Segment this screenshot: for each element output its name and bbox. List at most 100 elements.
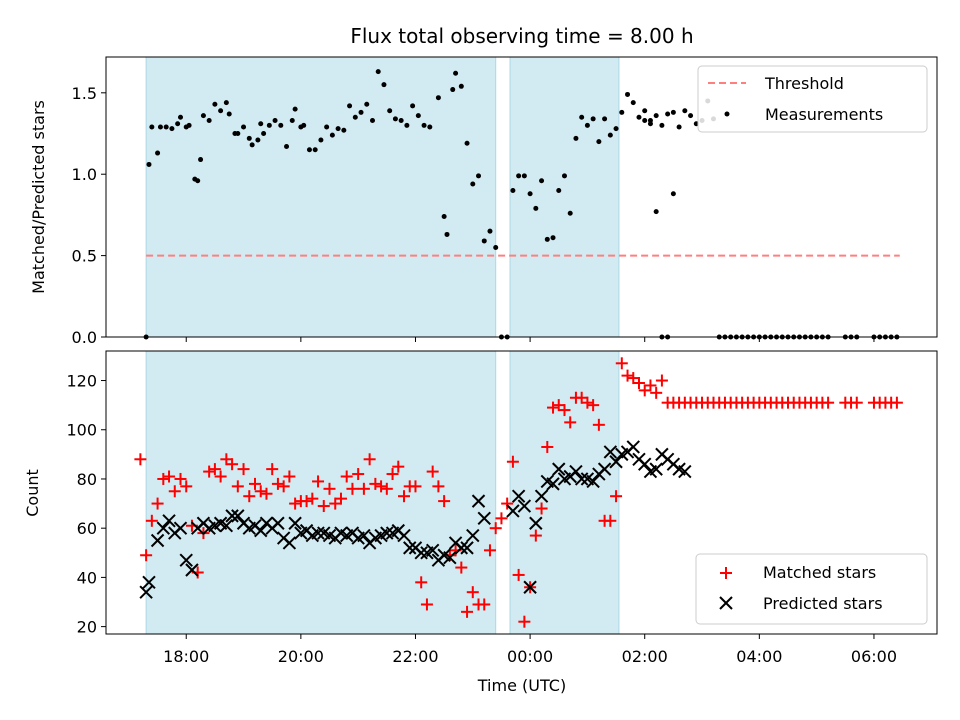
y-tick-label: 0.5	[72, 247, 97, 266]
measurement-point	[550, 235, 556, 241]
measurement-point	[329, 132, 335, 138]
predicted-star-point	[179, 553, 193, 567]
measurement-point	[284, 144, 290, 150]
matched-star-point	[375, 480, 388, 493]
count-legend: Matched stars Predicted stars	[695, 553, 928, 625]
predicted-star-point	[546, 477, 560, 491]
matched-star-point	[157, 472, 170, 485]
matched-star-point	[558, 404, 571, 417]
matched-star-point	[398, 490, 411, 503]
matched-star-point	[455, 561, 468, 574]
y-tick-label: 80	[77, 470, 97, 489]
measurement-point	[427, 124, 433, 130]
measurement-point	[453, 70, 459, 76]
matched-star-point	[283, 470, 296, 483]
matched-star-point	[357, 482, 370, 495]
matched-star-point	[145, 514, 158, 527]
measurements-legend-swatch	[724, 111, 730, 117]
predicted-star-point	[231, 509, 245, 523]
matched-star-point	[506, 455, 519, 468]
matched-star-point	[850, 396, 863, 409]
matched-star-point	[518, 615, 531, 628]
predicted-star-point	[150, 533, 165, 548]
predicted-star-point	[466, 528, 480, 543]
measurements-legend-label: Measurements	[765, 105, 883, 124]
chart-title: Flux total observing time = 8.00 h	[350, 24, 693, 48]
y-tick-label: 120	[66, 372, 97, 391]
measurement-point	[175, 121, 181, 127]
measurement-point	[561, 173, 567, 179]
matched-star-point	[386, 468, 399, 481]
measurement-point	[186, 122, 192, 128]
matched-star-point	[655, 374, 668, 387]
y-tick-label: 100	[66, 421, 97, 440]
matched-star-point	[438, 495, 451, 508]
measurement-point	[476, 173, 482, 179]
measurement-point	[266, 122, 272, 128]
measurement-point	[659, 122, 665, 128]
measurement-point	[149, 124, 155, 130]
matched-star-point	[592, 418, 605, 431]
matched-star-point	[323, 482, 336, 495]
measurement-point	[688, 113, 694, 119]
x-tick-label: 04:00	[736, 647, 782, 666]
predicted-star-point	[517, 499, 532, 513]
measurement-point	[625, 91, 631, 97]
matched-star-point	[369, 477, 382, 490]
predicted-star-point	[311, 526, 325, 540]
predicted-star-point	[139, 585, 153, 599]
matched-star-point	[650, 386, 663, 399]
measurement-point	[272, 117, 278, 123]
measurement-point	[653, 113, 659, 119]
predicted-star-point	[477, 511, 491, 526]
measurement-point	[198, 157, 204, 163]
matched-star-point	[890, 396, 903, 409]
measurement-point	[464, 140, 470, 146]
predicted-star-point	[380, 526, 394, 540]
measurement-point	[493, 244, 499, 250]
measurement-point	[670, 109, 676, 115]
measurement-point	[369, 117, 375, 123]
predicted-star-point	[529, 516, 543, 530]
predicted-star-point	[357, 528, 371, 543]
measurement-point	[358, 109, 364, 115]
matched-star-point	[300, 495, 313, 508]
measurement-point	[200, 113, 206, 119]
x-tick-label: 20:00	[278, 647, 324, 666]
matched-star-point	[363, 453, 376, 466]
y-tick-label: 1.0	[72, 165, 97, 184]
predicted-star-point	[523, 580, 537, 594]
measurement-point	[218, 108, 224, 114]
measurement-point	[261, 131, 267, 137]
measurement-point	[318, 137, 324, 143]
measurement-point	[392, 116, 398, 122]
matched-star-point	[632, 376, 645, 389]
predicted-star-point	[471, 494, 486, 508]
predicted-star-point	[254, 523, 268, 538]
measurement-point	[258, 121, 264, 127]
matched-star-point	[203, 465, 216, 478]
measurement-point	[613, 126, 619, 132]
matched-star-point	[587, 399, 600, 412]
matched-legend-label: Matched stars	[763, 563, 876, 582]
predicted-star-point	[173, 521, 188, 535]
measurement-point	[387, 108, 393, 114]
matched-star-point	[317, 500, 330, 513]
measurement-point	[676, 124, 682, 130]
threshold-legend-label: Threshold	[764, 74, 844, 93]
measurement-point	[226, 111, 232, 117]
matched-star-point	[266, 463, 279, 476]
measurement-point	[470, 181, 476, 187]
measurement-point	[381, 82, 387, 88]
predicted-star-point	[271, 516, 285, 530]
matched-star-point	[432, 480, 445, 493]
measurement-point	[241, 124, 247, 130]
measurement-point	[278, 122, 284, 128]
measurement-point	[352, 114, 358, 120]
matched-star-point	[163, 470, 176, 483]
measurement-point	[450, 87, 456, 93]
measurement-point	[630, 100, 636, 106]
predicted-star-point	[288, 516, 302, 530]
predicted-star-point	[569, 464, 583, 479]
matched-star-point	[535, 502, 548, 515]
